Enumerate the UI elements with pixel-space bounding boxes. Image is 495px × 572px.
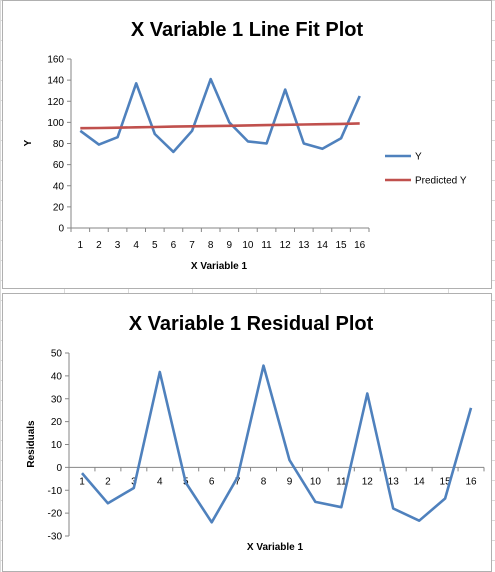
- x-tick-label: 10: [242, 240, 254, 251]
- y-tick-label: 50: [51, 349, 63, 360]
- y-tick-label: 120: [47, 97, 64, 108]
- x-tick-label: 14: [317, 240, 329, 251]
- y-tick-label: 40: [53, 181, 65, 192]
- x-tick-label: 14: [414, 476, 426, 487]
- x-tick-label: 4: [133, 240, 139, 251]
- y-tick-label: 30: [51, 394, 63, 405]
- x-tick-label: 15: [440, 476, 452, 487]
- y-axis-label: Y: [23, 139, 34, 146]
- x-tick-label: 9: [287, 476, 293, 487]
- y-tick-label: 10: [51, 440, 63, 451]
- y-tick-label: 0: [56, 463, 62, 474]
- x-tick-label: 15: [336, 240, 348, 251]
- chart-title: X Variable 1 Line Fit Plot: [131, 19, 364, 41]
- x-axis-label: X Variable 1: [247, 542, 304, 553]
- chart-title: X Variable 1 Residual Plot: [129, 313, 374, 335]
- y-tick-label: 20: [51, 417, 63, 428]
- y-tick-label: 80: [53, 139, 65, 150]
- series-line-2: [80, 122, 360, 130]
- x-tick-label: 12: [362, 476, 374, 487]
- series-line-1: [79, 77, 361, 154]
- y-tick-label: 0: [58, 224, 64, 235]
- y-tick-label: 20: [53, 202, 65, 213]
- x-tick-label: 11: [261, 240, 272, 251]
- x-axis-label: X Variable 1: [191, 261, 248, 272]
- y-tick-label: 160: [47, 55, 64, 66]
- x-tick-label: 2: [105, 476, 111, 487]
- x-tick-label: 13: [388, 476, 400, 487]
- x-tick-label: 11: [336, 476, 347, 487]
- y-axis-label: Residuals: [26, 420, 37, 468]
- x-tick-label: 8: [208, 240, 214, 251]
- x-tick-label: 9: [227, 240, 233, 251]
- y-tick-label: -10: [48, 486, 63, 497]
- x-tick-label: 6: [171, 240, 177, 251]
- x-tick-label: 10: [310, 476, 322, 487]
- y-tick-label: -30: [48, 532, 63, 543]
- y-tick-label: -20: [48, 509, 63, 520]
- residual-svg: X Variable 1 Residual Plot Residuals X V…: [26, 313, 485, 553]
- y-tick-label: 40: [51, 371, 63, 382]
- x-tick-label: 6: [209, 476, 215, 487]
- x-tick-label: 13: [298, 240, 310, 251]
- line-fit-chart: X Variable 1 Line Fit Plot Y X Variable …: [2, 0, 492, 289]
- x-tick-label: 5: [152, 240, 158, 251]
- x-tick-label: 1: [78, 240, 84, 251]
- x-tick-label: 2: [96, 240, 102, 251]
- legend-entry-2: Predicted Y: [415, 176, 467, 187]
- y-tick-label: 140: [47, 76, 64, 87]
- x-tick-label: 8: [261, 476, 267, 487]
- legend-entry-1: Y: [415, 152, 422, 163]
- x-tick-label: 1: [79, 476, 85, 487]
- x-tick-label: 7: [235, 476, 241, 487]
- x-tick-label: 4: [157, 476, 163, 487]
- line-fit-svg: X Variable 1 Line Fit Plot Y X Variable …: [23, 19, 467, 272]
- series-line-1: [81, 364, 473, 524]
- x-tick-label: 16: [354, 240, 366, 251]
- y-tick-label: 100: [47, 118, 64, 129]
- x-tick-label: 7: [189, 240, 195, 251]
- y-tick-label: 60: [53, 160, 65, 171]
- residual-chart: X Variable 1 Residual Plot Residuals X V…: [2, 293, 492, 572]
- x-tick-label: 12: [280, 240, 292, 251]
- x-tick-label: 16: [465, 476, 477, 487]
- x-tick-label: 3: [115, 240, 121, 251]
